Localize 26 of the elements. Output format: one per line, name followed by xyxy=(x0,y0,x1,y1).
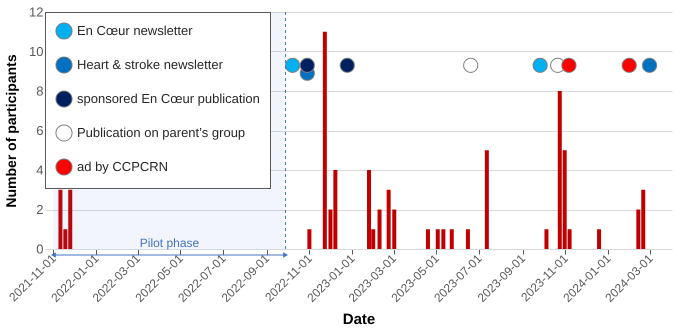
bar xyxy=(484,150,489,249)
y-axis-title: Number of participants xyxy=(3,54,20,208)
legend-label: sponsored En Cœur publication xyxy=(77,91,260,106)
legend-label: En Cœur newsletter xyxy=(77,23,194,38)
band-label: Pilot phase xyxy=(140,236,200,250)
bar xyxy=(450,229,454,249)
y-tick-label: 2 xyxy=(36,202,44,217)
legend-label: ad by CCPCRN xyxy=(77,159,168,174)
y-tick-label: 8 xyxy=(36,84,44,98)
y-tick-label: 10 xyxy=(29,44,44,59)
bar xyxy=(544,229,548,249)
bar xyxy=(426,229,430,249)
bar xyxy=(367,170,372,249)
bar xyxy=(378,210,382,249)
bar xyxy=(597,229,602,249)
x-axis-title: Date xyxy=(342,311,376,328)
bar xyxy=(307,229,312,249)
legend-label: Publication on parent’s group xyxy=(77,125,246,140)
bar xyxy=(466,229,470,249)
y-tick-label: 4 xyxy=(36,162,44,178)
bar xyxy=(392,210,396,249)
bar xyxy=(386,190,391,249)
y-tick-label: 6 xyxy=(36,123,44,138)
y-tick-label: 12 xyxy=(29,4,44,20)
y-tick-label: 0 xyxy=(36,242,44,256)
legend-label: Heart & stroke newsletter xyxy=(77,57,224,72)
